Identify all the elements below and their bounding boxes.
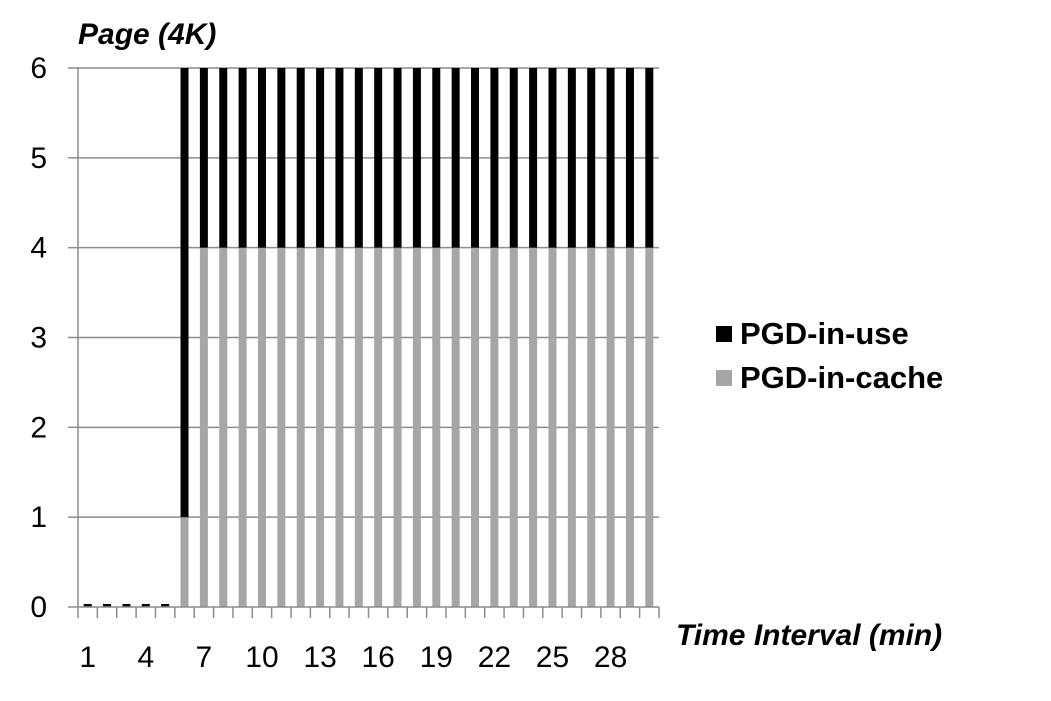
x-axis-title: Time Interval (min) [676,619,943,652]
bar-pgd-in-use-13 [316,68,325,248]
bar-pgd-in-use-19 [432,68,441,248]
legend-label-pgd-in-use: PGD-in-use [740,316,909,351]
bar-pgd-in-cache-20 [451,247,460,607]
bar-pgd-in-use-23 [509,68,518,248]
y-tick-label-4: 4 [30,232,47,265]
legend-swatch-pgd-in-use [716,326,732,342]
bar-pgd-in-use-17 [393,68,402,248]
bar-pgd-in-cache-22 [490,247,499,607]
bar-pgd-in-use-24 [529,68,538,248]
bar-pgd-in-use-29 [625,68,634,248]
legend-label-pgd-in-cache: PGD-in-cache [740,360,944,395]
bar-pgd-in-use-11 [277,68,286,248]
bar-pgd-in-cache-13 [316,247,325,607]
bar-pgd-in-use-30 [645,68,654,248]
y-tick-label-2: 2 [30,411,47,444]
x-tick-label-22: 22 [478,641,511,674]
bar-pgd-in-use-8 [219,68,228,248]
bar-pgd-in-use-22 [490,68,499,248]
bar-pgd-in-cache-23 [509,247,518,607]
x-tick-labels: 1 4 7 10 13 16 19 22 25 28 [79,641,627,674]
bar-pgd-in-use-28 [606,68,615,248]
bar-pgd-in-cache-9 [238,247,247,607]
bar-pgd-in-cache-19 [432,247,441,607]
x-tick-label-4: 4 [137,641,154,674]
legend: PGD-in-use PGD-in-cache [716,312,943,400]
bar-pgd-in-cache-6 [180,517,189,607]
bar-zero-3 [122,604,131,607]
bar-pgd-in-cache-12 [296,247,305,607]
x-tick-label-28: 28 [594,641,627,674]
bar-pgd-in-use-20 [451,68,460,248]
bar-pgd-in-cache-7 [199,247,208,607]
bar-pgd-in-cache-25 [548,247,557,607]
bar-pgd-in-cache-29 [625,247,634,607]
x-tick-label-1: 1 [79,641,96,674]
bar-pgd-in-cache-17 [393,247,402,607]
bar-pgd-in-use-26 [567,68,576,248]
bar-pgd-in-use-12 [296,68,305,248]
y-axis-title: Page (4K) [78,18,217,51]
bar-pgd-in-cache-14 [335,247,344,607]
bar-zero-1 [83,604,92,607]
bar-pgd-in-cache-15 [354,247,363,607]
bar-pgd-in-cache-27 [587,247,596,607]
bar-pgd-in-use-15 [354,68,363,248]
legend-item-pgd-in-use: PGD-in-use [716,312,943,356]
bar-pgd-in-cache-10 [257,247,266,607]
bar-pgd-in-use-9 [238,68,247,248]
x-tick-label-19: 19 [420,641,453,674]
bar-zero-4 [141,604,150,607]
y-tick-label-0: 0 [30,591,47,624]
bar-pgd-in-cache-24 [529,247,538,607]
bar-pgd-in-use-27 [587,68,596,248]
bar-pgd-in-cache-16 [374,247,383,607]
bar-pgd-in-cache-18 [412,247,421,607]
bar-pgd-in-cache-11 [277,247,286,607]
bar-pgd-in-use-14 [335,68,344,248]
bar-pgd-in-use-7 [199,68,208,248]
x-tick-label-13: 13 [303,641,336,674]
bar-pgd-in-use-16 [374,68,383,248]
legend-item-pgd-in-cache: PGD-in-cache [716,356,943,400]
bar-pgd-in-cache-8 [219,247,228,607]
y-tick-labels: 0 1 2 3 4 5 6 [30,52,47,624]
legend-swatch-pgd-in-cache [716,370,732,386]
bar-pgd-in-use-6 [180,68,189,518]
bar-pgd-in-cache-28 [606,247,615,607]
x-tick-label-25: 25 [536,641,569,674]
y-tick-label-5: 5 [30,142,47,175]
bars [83,68,654,607]
y-tick-label-1: 1 [30,501,47,534]
x-tick-label-10: 10 [245,641,278,674]
bar-pgd-in-use-25 [548,68,557,248]
bar-pgd-in-cache-30 [645,247,654,607]
y-tick-label-6: 6 [30,52,47,85]
bar-pgd-in-cache-21 [471,247,480,607]
bar-pgd-in-use-10 [257,68,266,248]
x-tick-label-16: 16 [361,641,394,674]
gridlines [78,67,659,518]
y-tick-label-3: 3 [30,322,47,355]
x-tick-label-7: 7 [196,641,213,674]
bar-zero-2 [103,604,112,607]
bar-pgd-in-use-21 [471,68,480,248]
axes [68,67,660,618]
bar-zero-5 [161,604,170,607]
bar-pgd-in-cache-26 [567,247,576,607]
bar-pgd-in-use-18 [412,68,421,248]
